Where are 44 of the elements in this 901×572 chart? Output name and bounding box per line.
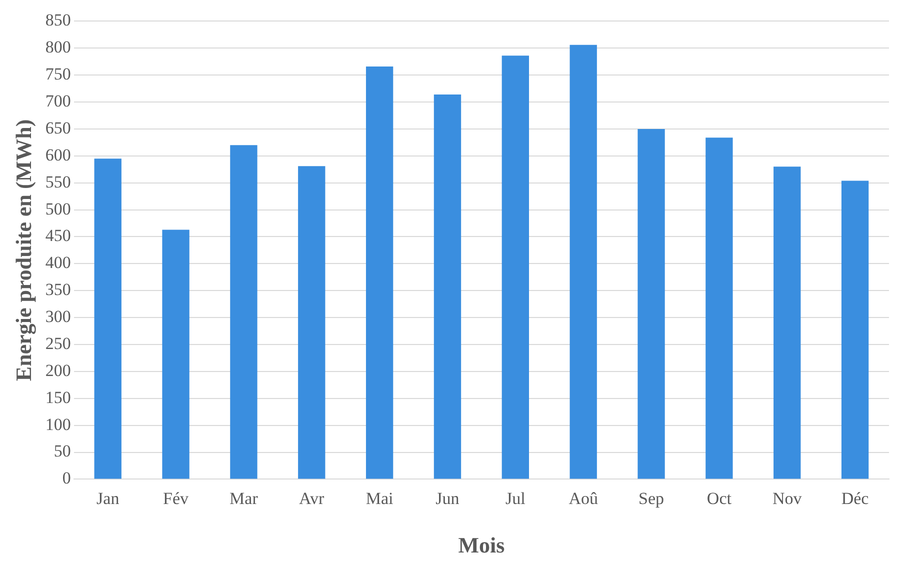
y-tick-label: 550 — [45, 172, 71, 192]
x-tick-label: Déc — [841, 488, 870, 508]
bar — [366, 66, 394, 479]
y-tick-label: 650 — [45, 118, 71, 138]
x-tick-label: Avr — [299, 488, 325, 508]
x-axis-title: Mois — [458, 532, 506, 558]
y-tick-label: 400 — [45, 253, 71, 272]
bar — [638, 128, 665, 479]
bar — [841, 180, 869, 479]
y-tick-label: 350 — [45, 280, 71, 300]
y-tick-label: 200 — [45, 360, 71, 380]
bar — [94, 158, 122, 479]
y-tick-label: 750 — [45, 64, 71, 84]
y-tick-label: 800 — [45, 38, 71, 57]
bar — [162, 230, 190, 479]
x-tick-label: Fév — [163, 488, 190, 508]
y-tick-label: 500 — [45, 199, 71, 218]
y-tick-label: 250 — [45, 334, 71, 353]
bar — [434, 94, 462, 479]
y-tick-label: 600 — [45, 145, 71, 164]
y-tick-label: 100 — [45, 414, 71, 434]
y-tick-label: 700 — [45, 91, 71, 110]
y-tick-label: 150 — [45, 388, 71, 407]
y-axis-title: Energie produite en (MWh) — [10, 119, 36, 382]
x-tick-label: Mai — [366, 488, 394, 508]
x-tick-label: Aoû — [568, 488, 598, 508]
x-tick-label: Mar — [230, 488, 258, 508]
x-tick-label: Jun — [436, 488, 460, 508]
bar — [706, 138, 733, 479]
bar — [570, 44, 597, 479]
bar — [298, 166, 326, 479]
y-tick-label: 0 — [62, 468, 71, 488]
bar — [230, 145, 258, 479]
x-tick-label: Nov — [772, 488, 802, 508]
x-tick-label: Sep — [638, 488, 664, 508]
x-tick-label: Jan — [96, 488, 120, 508]
x-tick-label: Jul — [505, 488, 526, 508]
y-tick-label: 300 — [45, 307, 71, 326]
bar — [774, 166, 801, 479]
x-tick-label: Oct — [706, 488, 732, 508]
bar — [502, 56, 529, 479]
y-tick-label: 450 — [45, 226, 71, 246]
y-tick-label: 50 — [54, 442, 71, 461]
y-tick-label: 850 — [45, 10, 71, 30]
